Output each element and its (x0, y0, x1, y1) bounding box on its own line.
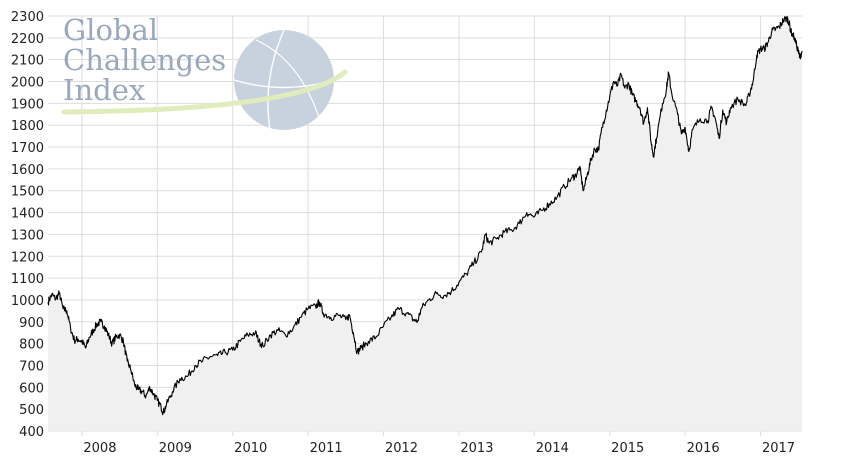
x-tick-label: 2015 (611, 441, 644, 456)
x-tick-label: 2011 (310, 441, 343, 456)
logo-line-3: Index (63, 73, 145, 107)
x-tick-label: 2010 (234, 441, 267, 456)
x-tick-label: 2009 (159, 441, 192, 456)
globe-icon (234, 30, 334, 130)
x-tick-label: 2017 (762, 441, 795, 456)
globe-meridian-2 (255, 39, 321, 121)
y-tick-label: 600 (19, 381, 44, 396)
x-tick-label: 2014 (536, 441, 569, 456)
y-tick-label: 1700 (11, 141, 44, 156)
y-tick-label: 2200 (11, 32, 44, 47)
y-tick-label: 1200 (11, 250, 44, 265)
y-tick-label: 400 (19, 425, 44, 440)
y-tick-label: 2000 (11, 76, 44, 91)
x-axis-ticks: 2008 2009 2010 2011 2012 2013 2014 2015 2016 2017 (83, 441, 795, 456)
y-tick-label: 800 (19, 338, 44, 353)
y-tick-label: 1300 (11, 228, 44, 243)
watermark-logo: Global Challenges Index (61, 13, 348, 131)
y-tick-label: 700 (19, 359, 44, 374)
y-tick-label: 1000 (11, 294, 44, 309)
x-tick-label: 2012 (385, 441, 418, 456)
y-axis-ticks: 400 500 600 700 800 900 1000 1100 1200 1300 1400 15… (11, 10, 44, 440)
area-fill (48, 16, 802, 432)
y-tick-label: 500 (19, 403, 44, 418)
logo-swoosh (61, 69, 348, 115)
y-tick-label: 900 (19, 316, 44, 331)
x-tick-label: 2013 (460, 441, 493, 456)
y-tick-label: 1400 (11, 207, 44, 222)
y-tick-label: 1100 (11, 272, 44, 287)
y-tick-label: 1500 (11, 185, 44, 200)
x-tick-label: 2016 (687, 441, 720, 456)
logo-line-1: Global (63, 13, 158, 47)
y-tick-label: 1600 (11, 163, 44, 178)
logo-line-2: Challenges (63, 43, 226, 77)
y-tick-label: 2300 (11, 10, 44, 25)
series-line (47, 15, 803, 416)
x-tick-label: 2008 (83, 441, 116, 456)
y-tick-label: 1800 (11, 119, 44, 134)
y-tick-label: 2100 (11, 54, 44, 69)
y-tick-label: 1900 (11, 97, 44, 112)
globe-meridian (267, 29, 285, 131)
